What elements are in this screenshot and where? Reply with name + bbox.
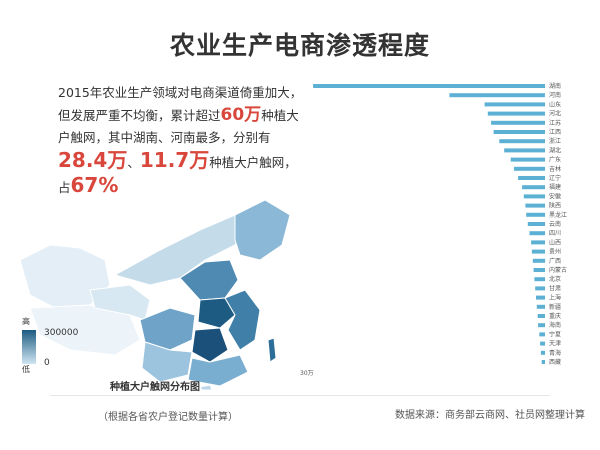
category-label-3: 河北 <box>549 110 561 118</box>
category-label-14: 黑龙江 <box>549 211 567 219</box>
bar-16 <box>529 231 545 236</box>
map-region-hunan <box>191 327 229 363</box>
province-bar-chart: 湖南河南山东河北江苏江西浙江湖北广东吉林辽宁福建安徽陕西黑龙江云南四川山西贵州广… <box>300 82 567 377</box>
summary-part-4: 种植大户触网，占 <box>58 155 297 195</box>
bar-19 <box>532 258 546 263</box>
bar-29 <box>540 350 545 355</box>
category-label-12: 安徽 <box>549 192 561 200</box>
category-label-18: 贵州 <box>549 248 561 256</box>
category-label-11: 福建 <box>549 183 561 191</box>
bar-23 <box>536 295 545 300</box>
map-region-hainan <box>199 384 213 390</box>
axis-tick-label: 30万 <box>300 370 314 377</box>
category-label-4: 江苏 <box>549 119 561 127</box>
category-label-22: 甘肃 <box>549 284 561 292</box>
bar-17 <box>531 240 545 245</box>
category-label-21: 北京 <box>549 275 561 283</box>
bar-3 <box>487 111 545 116</box>
map-legend: 高 低 300000 0 <box>22 317 102 376</box>
category-label-6: 浙江 <box>549 137 561 145</box>
summary-part-3: 、 <box>127 155 140 170</box>
category-label-9: 吉林 <box>549 165 561 173</box>
bar-25 <box>537 314 545 318</box>
bar-27 <box>539 332 545 337</box>
bar-0 <box>313 84 545 88</box>
footer-note: （根据各省农户登记数量计算） <box>98 412 238 423</box>
map-region-central-plain <box>197 297 236 329</box>
legend-max-value: 300000 <box>44 328 79 338</box>
china-distribution-map <box>20 199 291 390</box>
summary-value-henan: 11.7万 <box>139 148 210 172</box>
summary-value-share: 67% <box>70 173 119 197</box>
category-label-2: 山东 <box>549 100 561 108</box>
bar-20 <box>533 268 545 272</box>
summary-value-hunan: 28.4万 <box>58 148 128 172</box>
bar-9 <box>514 166 545 171</box>
legend-high-label: 高 <box>22 317 30 326</box>
bar-10 <box>518 176 545 180</box>
bar-30 <box>541 360 545 364</box>
category-label-23: 上海 <box>549 294 561 302</box>
footer-source: 数据来源：商务部云商网、社员网整理计算 <box>395 410 585 421</box>
category-label-17: 山西 <box>549 238 561 246</box>
bar-15 <box>527 222 545 226</box>
legend-gradient <box>22 330 36 364</box>
bar-22 <box>535 286 545 291</box>
bar-1 <box>449 93 545 98</box>
category-label-0: 湖南 <box>549 82 561 90</box>
category-label-5: 江西 <box>549 129 561 136</box>
bar-8 <box>510 157 545 162</box>
category-label-24: 新疆 <box>549 303 561 311</box>
category-label-30: 西藏 <box>549 358 561 366</box>
bar-13 <box>525 203 545 208</box>
legend-low-label: 低 <box>22 365 30 374</box>
map-region-east-coast <box>224 289 261 351</box>
category-label-26: 海南 <box>549 321 561 329</box>
category-label-8: 广东 <box>549 156 561 164</box>
category-label-25: 重庆 <box>549 312 561 320</box>
category-label-15: 云南 <box>549 220 561 228</box>
map-region-taiwan <box>267 337 277 363</box>
bar-18 <box>531 249 545 254</box>
footer-divider <box>50 395 550 396</box>
bar-14 <box>526 212 545 217</box>
category-label-27: 宁夏 <box>549 330 561 338</box>
bar-6 <box>499 139 545 144</box>
category-label-group: 湖南河南山东河北江苏江西浙江湖北广东吉林辽宁福建安徽陕西黑龙江云南四川山西贵州广… <box>549 82 567 366</box>
bar-5 <box>493 130 545 134</box>
category-label-10: 辽宁 <box>549 174 561 182</box>
legend-min-value: 0 <box>44 358 50 368</box>
summary-text: 2015年农业生产领域对电商渠道倚重加大，但发展严重不均衡，累计超过60万种植大… <box>58 82 303 199</box>
bar-21 <box>534 277 545 282</box>
category-label-7: 湖北 <box>549 146 561 154</box>
summary-value-total: 60万 <box>220 105 262 125</box>
map-region-xinjiang <box>20 244 111 309</box>
category-label-19: 广西 <box>549 257 561 265</box>
bar-2 <box>484 102 545 107</box>
category-label-29: 青海 <box>549 349 561 357</box>
summary-part-1: 2015年农业生产领域对电商渠道倚重加大，但发展严重不均衡，累计超过 <box>58 85 303 123</box>
map-region-south <box>187 354 249 387</box>
summary-part-2: 种植大户触网，其中湖南、河南最多，分别有 <box>58 108 299 145</box>
bar-28 <box>540 341 545 346</box>
bar-26 <box>538 323 545 328</box>
map-caption: 种植大户触网分布图 <box>110 382 200 393</box>
map-region-southwest <box>141 341 193 383</box>
bar-12 <box>523 194 545 199</box>
category-label-20: 内蒙古 <box>549 266 567 274</box>
category-label-13: 陕西 <box>549 202 561 210</box>
page-title: 农业生产电商渗透程度 <box>169 31 430 60</box>
category-label-28: 天津 <box>549 341 561 348</box>
bar-24 <box>536 304 545 309</box>
map-region-northeast <box>234 199 291 261</box>
category-label-16: 四川 <box>549 230 561 237</box>
bar-11 <box>522 185 545 190</box>
bar-7 <box>504 148 545 153</box>
category-label-1: 河南 <box>549 91 561 99</box>
bar-group <box>313 84 546 364</box>
bar-4 <box>491 120 545 125</box>
